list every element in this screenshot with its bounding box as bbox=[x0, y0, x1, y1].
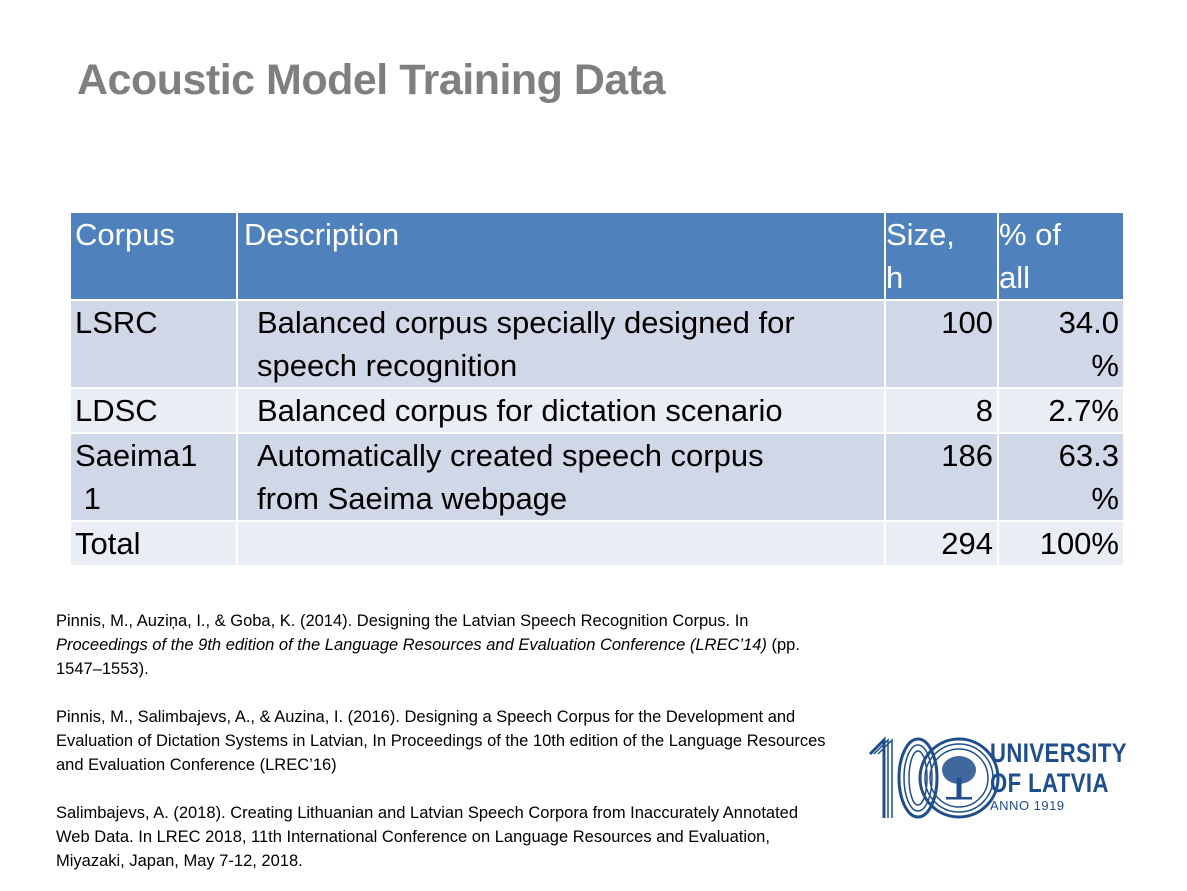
cell-description-line: Balanced corpus for dictation scenario bbox=[257, 393, 783, 428]
table-header-row: Corpus Description Size, h % of all bbox=[71, 213, 1123, 301]
header-description: Description bbox=[238, 213, 886, 301]
cell-description-line bbox=[257, 522, 884, 565]
reference-3: Salimbajevs, A. (2018). Creating Lithuan… bbox=[56, 804, 799, 870]
header-percent: % of all bbox=[999, 213, 1123, 301]
header-corpus-label: Corpus bbox=[75, 217, 175, 252]
cell-description: Automatically created speech corpus from … bbox=[238, 434, 886, 522]
cell-percent: 63.3% bbox=[999, 434, 1123, 522]
reference-1: Pinnis, M., Auziņa, I., & Goba, K. (2014… bbox=[56, 612, 800, 678]
logo-wordmark: UNIVERSITY OF LATVIA ANNO 1919 bbox=[990, 738, 1157, 814]
table-row: Total 294 100% bbox=[71, 522, 1123, 567]
cell-corpus-line: Total bbox=[75, 526, 141, 561]
slide-title: Acoustic Model Training Data bbox=[77, 56, 666, 104]
cell-corpus: LSRC bbox=[71, 301, 238, 389]
cell-description-line: speech recognition bbox=[257, 348, 518, 383]
table-row: Saeima1 1 Automatically created speech co… bbox=[71, 434, 1123, 522]
header-size-line2: h bbox=[886, 260, 904, 295]
university-logo bbox=[868, 736, 1000, 819]
header-size: Size, h bbox=[886, 213, 999, 301]
cell-description: Balanced corpus for dictation scenario bbox=[238, 389, 886, 434]
logo-line2: OF LATVIA bbox=[990, 768, 1109, 798]
logo-100-icon bbox=[868, 736, 1000, 819]
cell-corpus-line: LSRC bbox=[75, 305, 158, 340]
table-row: LSRC Balanced corpus specially designed f… bbox=[71, 301, 1123, 389]
cell-percent-line: 100% bbox=[1039, 526, 1119, 561]
cell-corpus: Total bbox=[71, 522, 238, 567]
cell-percent-line: 63.3 bbox=[1058, 438, 1119, 473]
cell-percent-line: 2.7% bbox=[1048, 393, 1119, 428]
cell-description: Balanced corpus specially designed for sp… bbox=[238, 301, 886, 389]
header-percent-line2: all bbox=[999, 260, 1031, 295]
logo-line1: UNIVERSITY bbox=[990, 738, 1127, 768]
cell-size-line: 100 bbox=[941, 305, 993, 340]
cell-corpus-line: LDSC bbox=[75, 393, 158, 428]
table-row: LDSC Balanced corpus for dictation scenar… bbox=[71, 389, 1123, 434]
logo-anno: ANNO 1919 bbox=[990, 798, 1065, 813]
cell-description bbox=[238, 522, 886, 567]
cell-size: 100 bbox=[886, 301, 999, 389]
reference-2: Pinnis, M., Salimbajevs, A., & Auzina, I… bbox=[56, 708, 826, 774]
cell-corpus-line: 1 bbox=[75, 481, 101, 516]
cell-size: 186 bbox=[886, 434, 999, 522]
oak-tree-icon bbox=[942, 756, 976, 800]
references: Pinnis, M., Auziņa, I., & Goba, K. (2014… bbox=[56, 609, 836, 873]
header-description-label: Description bbox=[244, 217, 400, 252]
cell-percent: 100% bbox=[999, 522, 1123, 567]
cell-percent-line: % bbox=[1091, 348, 1119, 383]
cell-description-line: Automatically created speech corpus bbox=[257, 438, 764, 473]
cell-size-line: 294 bbox=[941, 526, 993, 561]
cell-description-line: Balanced corpus specially designed for bbox=[257, 305, 795, 340]
cell-percent-line: % bbox=[1091, 481, 1119, 516]
cell-size-line: 186 bbox=[941, 438, 993, 473]
header-corpus: Corpus bbox=[71, 213, 238, 301]
cell-percent-line: 34.0 bbox=[1058, 305, 1119, 340]
corpus-table: Corpus Description Size, h % of all LSRC… bbox=[71, 213, 1123, 567]
header-percent-line1: % of bbox=[999, 217, 1062, 252]
cell-size: 8 bbox=[886, 389, 999, 434]
cell-corpus: Saeima1 1 bbox=[71, 434, 238, 522]
cell-percent: 34.0% bbox=[999, 301, 1123, 389]
header-size-line1: Size, bbox=[886, 217, 955, 252]
cell-percent: 2.7% bbox=[999, 389, 1123, 434]
cell-corpus: LDSC bbox=[71, 389, 238, 434]
cell-size: 294 bbox=[886, 522, 999, 567]
cell-description-line: from Saeima webpage bbox=[257, 481, 568, 516]
cell-size-line: 8 bbox=[975, 393, 993, 428]
cell-corpus-line: Saeima1 bbox=[75, 438, 198, 473]
